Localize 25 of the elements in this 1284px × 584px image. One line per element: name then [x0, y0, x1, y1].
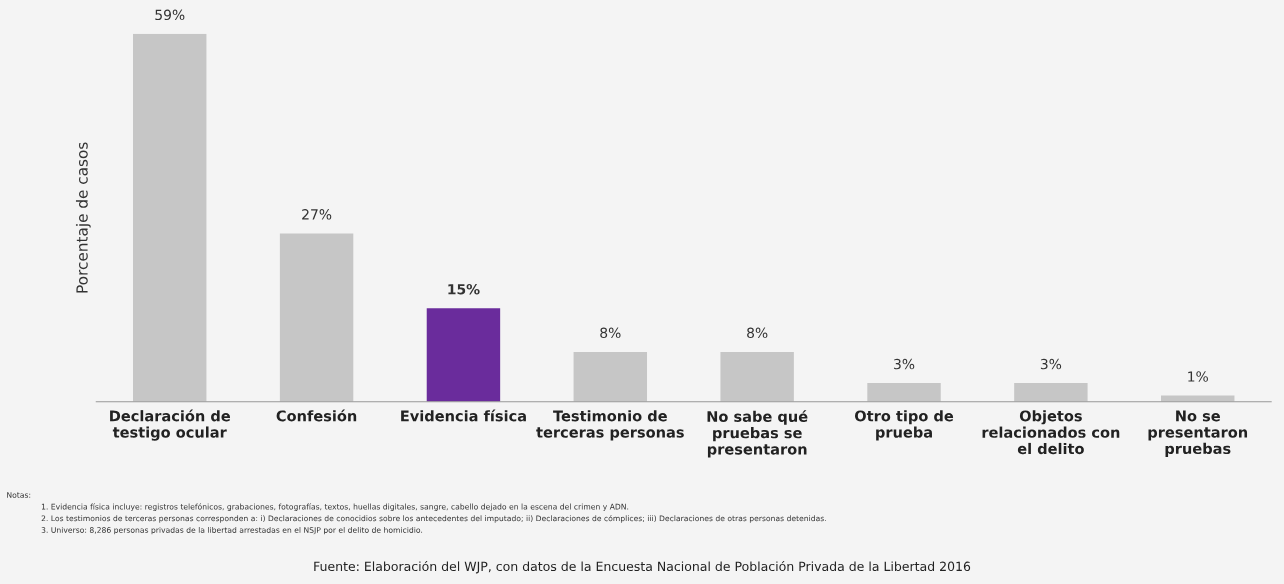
x-tick-label: Objetos relacionados con el delito — [982, 410, 1120, 455]
bar — [867, 383, 941, 402]
data-label: 8% — [747, 327, 768, 339]
bar — [720, 351, 794, 402]
bar — [133, 33, 207, 402]
data-label: 8% — [600, 327, 621, 339]
x-tick-label: Testimonio de terceras personas — [536, 410, 684, 441]
bar — [426, 308, 501, 402]
x-tick-label: Otro tipo de prueba — [855, 410, 954, 441]
x-tick-label: No sabe qué pruebas se presentaron — [707, 410, 808, 458]
data-label: 27% — [302, 209, 332, 220]
x-tick-label: Confesión — [276, 409, 357, 422]
data-label: 1% — [1188, 371, 1208, 382]
bar — [1014, 383, 1088, 402]
data-label: 15% — [448, 283, 480, 295]
x-tick-label: Evidencia física — [401, 409, 526, 422]
x-tick-label: Declaración de testigo ocular — [110, 409, 230, 441]
y-axis-title: Porcentaje de casos — [75, 142, 91, 293]
source-note: Fuente: Elaboración del WJP, con datos de la Encuesta Nacional de Población Privada de la Libertad 2016 — [314, 560, 971, 574]
bar — [279, 233, 354, 402]
x-tick-label: No se presentaron pruebas — [1148, 410, 1248, 457]
bar — [573, 351, 648, 402]
data-label: 3% — [1040, 358, 1062, 370]
data-label: 59% — [155, 9, 185, 21]
data-label: 3% — [894, 358, 915, 370]
